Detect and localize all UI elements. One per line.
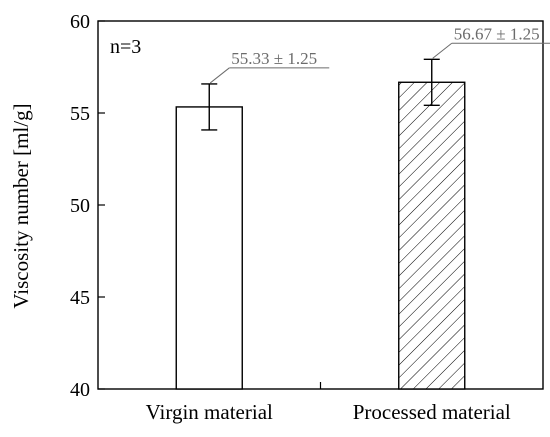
x-category-label: Processed material xyxy=(353,400,511,424)
y-axis-label: Viscosity number [ml/g] xyxy=(9,103,33,308)
y-tick-label: 45 xyxy=(70,287,90,309)
value-label-leader xyxy=(432,42,453,59)
y-tick-label: 55 xyxy=(70,103,90,125)
y-tick-label: 60 xyxy=(70,11,90,33)
value-label: 56.67 ± 1.25 xyxy=(454,24,540,43)
bar-1 xyxy=(398,81,466,390)
bar-0 xyxy=(175,106,243,390)
x-category-label: Virgin material xyxy=(146,400,273,424)
plot-frame xyxy=(97,20,544,390)
sample-size-annotation: n=3 xyxy=(110,36,141,58)
y-tick-label: 50 xyxy=(70,195,90,217)
value-label: 55.33 ± 1.25 xyxy=(231,49,317,68)
value-label-leader xyxy=(209,67,230,84)
y-tick-label: 40 xyxy=(70,379,90,401)
